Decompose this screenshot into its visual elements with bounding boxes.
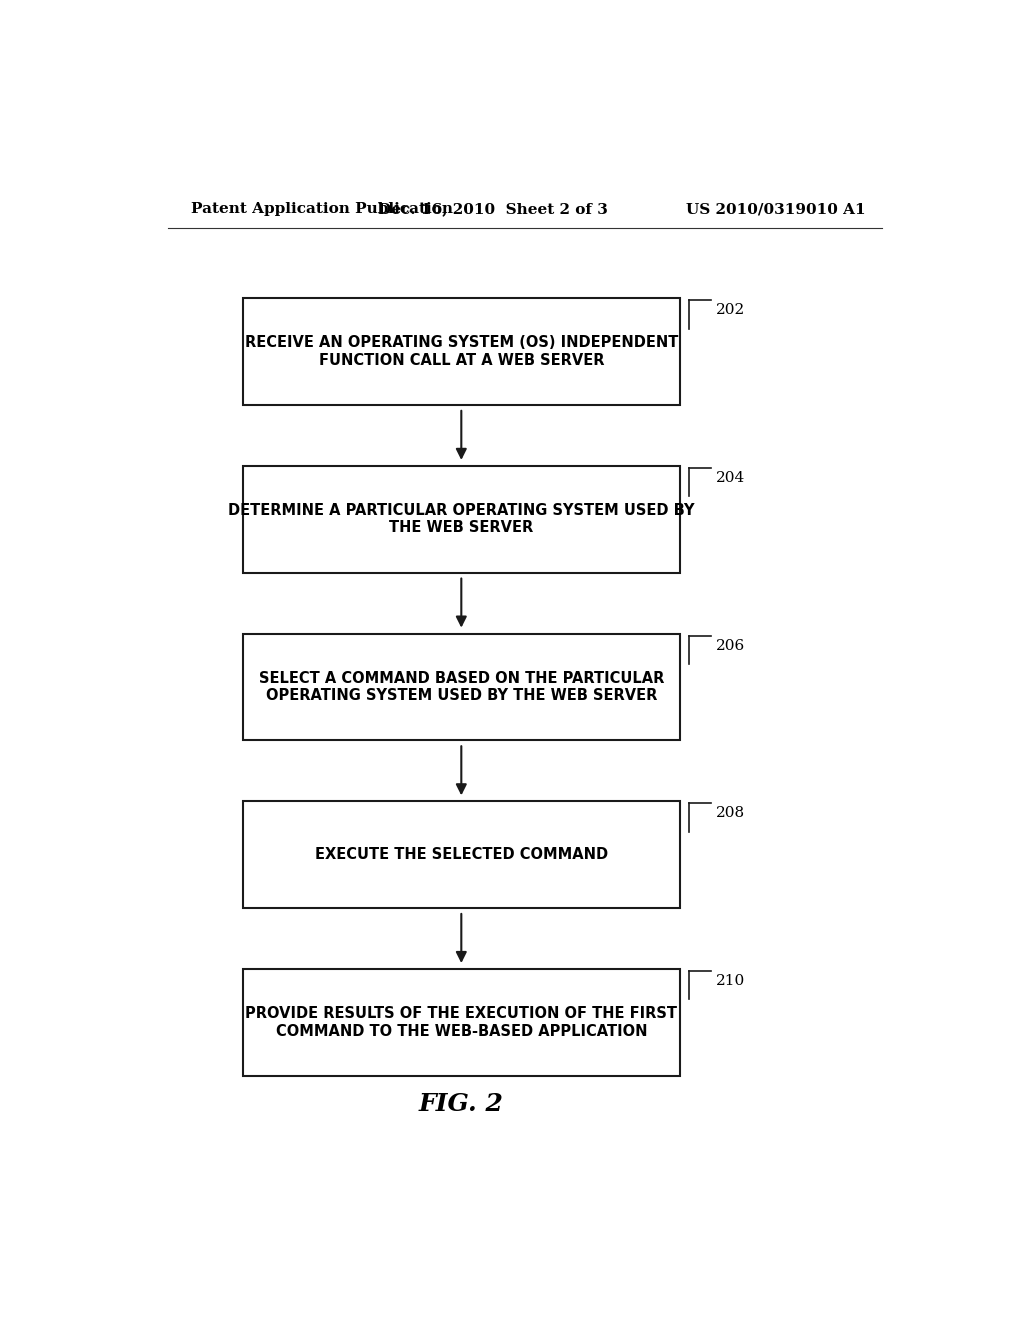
Text: 204: 204 [716,471,745,484]
Text: SELECT A COMMAND BASED ON THE PARTICULAR
OPERATING SYSTEM USED BY THE WEB SERVER: SELECT A COMMAND BASED ON THE PARTICULAR… [259,671,664,704]
Text: 208: 208 [716,807,745,820]
FancyBboxPatch shape [243,466,680,573]
FancyBboxPatch shape [243,969,680,1076]
FancyBboxPatch shape [243,634,680,741]
Text: FIG. 2: FIG. 2 [419,1092,504,1115]
Text: 206: 206 [716,639,745,652]
Text: Patent Application Publication: Patent Application Publication [191,202,454,216]
Text: 202: 202 [716,304,745,317]
Text: RECEIVE AN OPERATING SYSTEM (OS) INDEPENDENT
FUNCTION CALL AT A WEB SERVER: RECEIVE AN OPERATING SYSTEM (OS) INDEPEN… [245,335,678,368]
Text: EXECUTE THE SELECTED COMMAND: EXECUTE THE SELECTED COMMAND [314,847,608,862]
Text: DETERMINE A PARTICULAR OPERATING SYSTEM USED BY
THE WEB SERVER: DETERMINE A PARTICULAR OPERATING SYSTEM … [228,503,694,536]
Text: US 2010/0319010 A1: US 2010/0319010 A1 [686,202,866,216]
FancyBboxPatch shape [243,801,680,908]
FancyBboxPatch shape [243,298,680,405]
Text: Dec. 16, 2010  Sheet 2 of 3: Dec. 16, 2010 Sheet 2 of 3 [378,202,608,216]
Text: PROVIDE RESULTS OF THE EXECUTION OF THE FIRST
COMMAND TO THE WEB-BASED APPLICATI: PROVIDE RESULTS OF THE EXECUTION OF THE … [246,1006,677,1039]
Text: 210: 210 [716,974,745,989]
